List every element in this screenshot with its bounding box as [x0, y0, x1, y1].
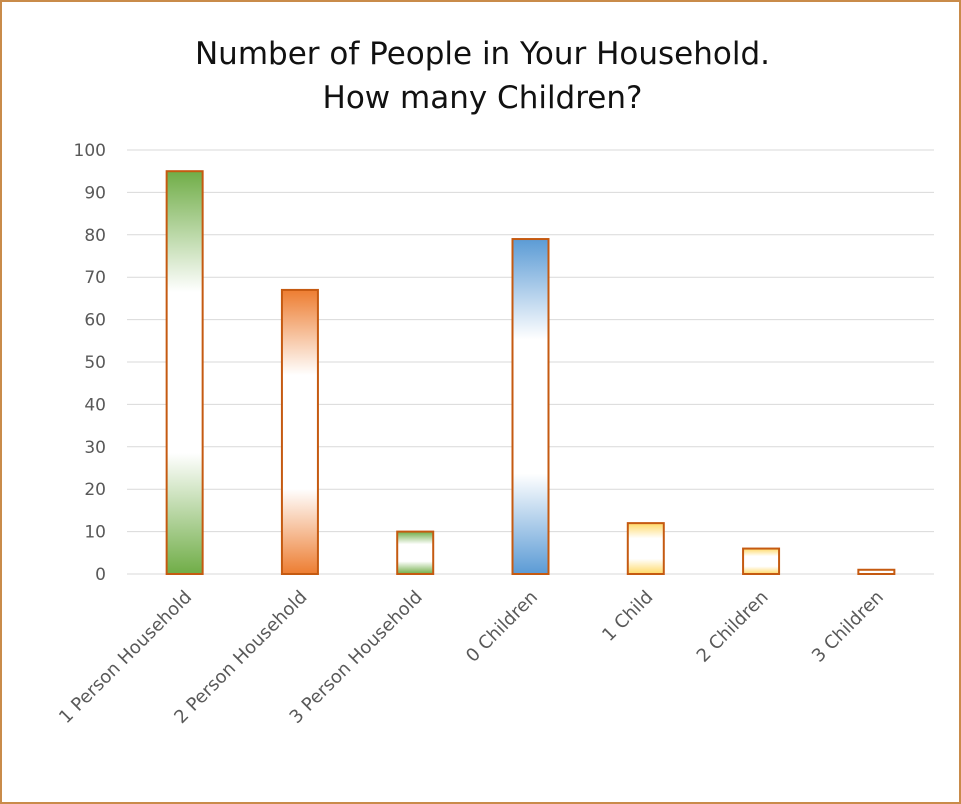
chart-title-line-2: How many Children? [322, 80, 643, 116]
x-category-label: 3 Person Household [286, 587, 427, 728]
y-tick-label: 90 [84, 183, 106, 203]
bar [857, 568, 896, 576]
x-category-label: 2 Person Household [170, 587, 311, 728]
y-tick-label: 70 [84, 268, 106, 288]
bar [511, 238, 550, 575]
y-tick-label: 100 [74, 141, 106, 161]
x-category-label: 1 Child [598, 587, 657, 646]
y-tick-label: 50 [84, 353, 106, 373]
bar [280, 288, 319, 575]
x-category-label: 2 Children [693, 587, 773, 667]
bar [626, 522, 665, 575]
y-tick-label: 40 [84, 395, 106, 415]
x-category-label: 1 Person Household [55, 587, 196, 728]
x-category-label: 0 Children [462, 587, 542, 667]
bar [165, 170, 204, 575]
y-tick-label: 60 [84, 311, 106, 331]
y-tick-label: 10 [84, 523, 106, 543]
y-tick-label: 30 [84, 438, 106, 458]
bar [742, 547, 781, 575]
y-tick-label: 80 [84, 226, 106, 246]
y-tick-label: 0 [95, 565, 106, 585]
x-category-label: 3 Children [808, 587, 888, 667]
chart-title-line-1: Number of People in Your Household. [194, 36, 770, 72]
bar [396, 530, 435, 575]
y-tick-label: 20 [84, 480, 106, 500]
chart-title: Number of People in Your Household. How … [2, 32, 961, 120]
